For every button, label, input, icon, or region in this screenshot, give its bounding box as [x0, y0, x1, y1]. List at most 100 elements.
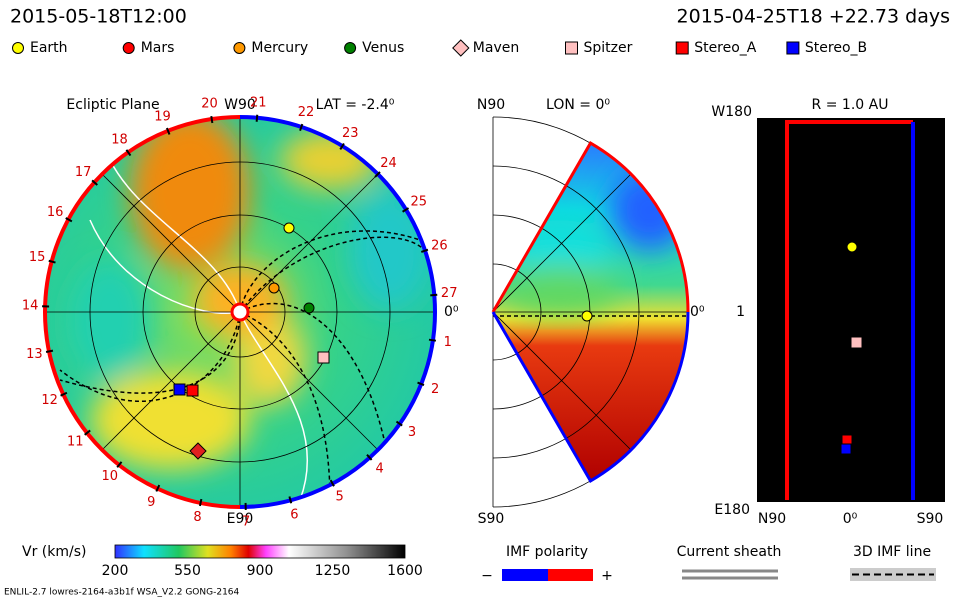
imf-line-label: 3D IMF line	[853, 544, 931, 560]
imf-plus: +	[601, 568, 613, 584]
clock-tick	[395, 420, 403, 427]
stereo-b-marker	[840, 443, 852, 455]
radial-x-label: 0⁰	[843, 511, 858, 527]
radial-x-label: N90	[758, 511, 786, 527]
clock-label: 26	[431, 238, 448, 253]
meridional-lon: LON = 0⁰	[546, 97, 610, 113]
legend-marker	[452, 39, 470, 57]
colorbar-ticks: 200 550 900 1250 1600	[102, 563, 423, 579]
spitzer-marker	[317, 351, 330, 364]
clock-label: 23	[342, 126, 359, 141]
ecliptic-lat: LAT = -2.4⁰	[316, 97, 395, 113]
clock-tick	[339, 142, 345, 150]
clock-tick	[402, 207, 410, 213]
clock-tick	[198, 498, 203, 507]
clock-tick	[366, 454, 373, 461]
maven-marker	[189, 442, 207, 460]
clock-label: 6	[290, 507, 298, 522]
radial-border-red	[785, 120, 913, 500]
footer: ENLIL-2.7 lowres-2164-a3b1f WSA_V2.2 GON…	[4, 588, 240, 598]
colorbar-tick-label: 1600	[387, 563, 423, 579]
radial-bottom: E180	[714, 502, 750, 518]
clock-tick	[155, 484, 161, 492]
clock-tick	[91, 179, 98, 186]
clock-tick	[374, 171, 381, 178]
legend-label: Mercury	[251, 40, 308, 56]
clock-tick	[165, 127, 171, 135]
clock-label: 14	[22, 298, 39, 313]
radial-x-label: S90	[917, 511, 944, 527]
clock-tick	[45, 349, 54, 354]
border-red	[43, 115, 241, 509]
clock-label: 15	[29, 250, 46, 265]
border-blue	[239, 115, 437, 509]
clock-label: 4	[375, 461, 383, 476]
clock-tick	[428, 338, 437, 342]
spirals	[59, 159, 431, 501]
run-info: 2015-04-25T18 +22.73 days	[677, 6, 950, 28]
clock-label: 3	[408, 425, 416, 440]
radial-panel: W180 R = 1.0 AU 1 E180 N90 0⁰ S90	[711, 97, 945, 527]
clock-tick	[329, 479, 335, 487]
earth-marker	[581, 310, 593, 322]
legend-marker	[12, 42, 24, 54]
imf-title: IMF polarity	[506, 544, 588, 560]
ecliptic-title: Ecliptic Plane	[66, 97, 159, 113]
meridional-grid	[492, 116, 689, 508]
colorbar-label: Vr (km/s)	[22, 544, 86, 560]
stereo-a-marker	[186, 384, 199, 397]
clock-label: 5	[336, 489, 344, 504]
legend-label: Maven	[473, 40, 519, 56]
clock-tick	[299, 123, 304, 132]
radial-middle: 1	[736, 304, 745, 320]
clock-tick	[65, 217, 73, 223]
imf-minus: −	[481, 568, 493, 584]
legend: Earth Mars Mercury Venus Maven Spitzer Stereo_…	[12, 39, 867, 57]
clock-label: 11	[67, 435, 84, 450]
legend-label: Venus	[362, 40, 404, 56]
legend-label: Earth	[30, 40, 68, 56]
meridional-panel: N90 LON = 0⁰ S90 0⁰	[477, 97, 705, 527]
clock-label: 17	[75, 165, 92, 180]
clock-label: 22	[298, 105, 315, 120]
meridional-border-blue	[491, 311, 690, 483]
legend-label: Mars	[141, 40, 175, 56]
clock-label: 27	[441, 286, 458, 301]
clock-tick	[116, 461, 123, 468]
clock-label: 16	[47, 205, 64, 220]
clock-tick	[48, 259, 56, 264]
venus-marker	[303, 302, 315, 314]
clock-label: 19	[154, 109, 171, 124]
clock-tick	[84, 429, 91, 436]
meridional-bottom: S90	[478, 511, 505, 527]
clock-label: 12	[41, 393, 58, 408]
colorbar	[114, 544, 406, 559]
clock-tick	[60, 391, 68, 397]
clock-tick	[255, 114, 259, 122]
earth-marker	[283, 222, 295, 234]
radial-radius: R = 1.0 AU	[812, 97, 889, 113]
mercury-marker	[268, 282, 280, 294]
clock-label: 1	[444, 335, 452, 350]
legend-marker	[675, 41, 689, 55]
clock-tick	[430, 293, 438, 297]
clock-label: 10	[101, 469, 118, 484]
clock-tick	[420, 248, 429, 253]
earth-marker	[846, 241, 858, 253]
field-structure	[70, 117, 430, 470]
sun	[230, 302, 250, 322]
meridional-right: 0⁰	[690, 304, 705, 320]
clock-label: 20	[201, 97, 218, 112]
meridional-top: N90	[477, 97, 505, 113]
legend-label: Spitzer	[584, 40, 633, 56]
ecliptic-top: W90	[224, 97, 256, 113]
colorbar-tick-label: 1250	[315, 563, 351, 579]
legend-marker	[344, 42, 357, 54]
imf-line-swatch	[850, 568, 936, 581]
ecliptic-panel: Ecliptic Plane W90 LAT = -2.4⁰ E90 0⁰ 12…	[22, 95, 459, 529]
clock-label: 25	[410, 194, 427, 209]
legend-label: Stereo_B	[805, 40, 867, 56]
colorbar-tick-label: 550	[174, 563, 201, 579]
